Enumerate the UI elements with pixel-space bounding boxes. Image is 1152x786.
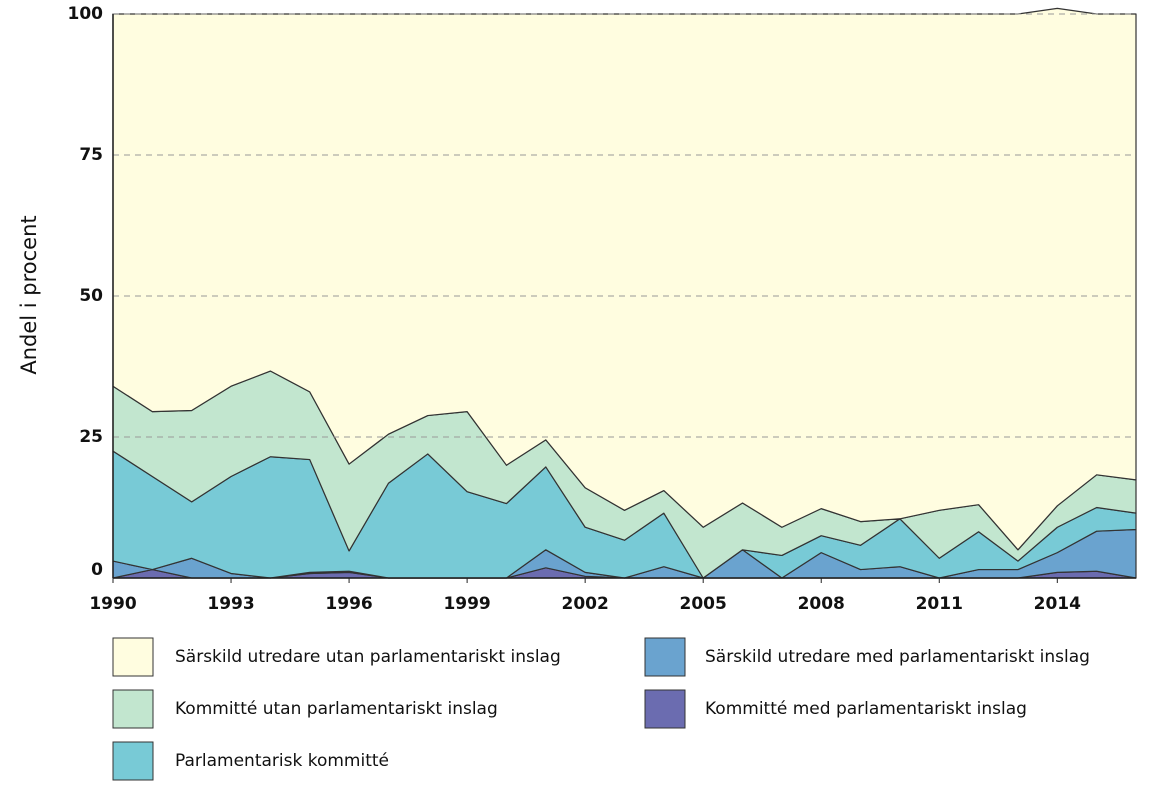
legend-swatch — [112, 637, 154, 677]
x-tick-label: 2002 — [561, 594, 608, 614]
legend-label: Kommitté utan parlamentariskt inslag — [175, 699, 498, 719]
legend-label: Kommitté med parlamentariskt inslag — [705, 699, 1027, 719]
x-tick-label: 2014 — [1034, 594, 1081, 614]
y-axis-label: Andel i procent — [17, 215, 41, 374]
legend-label: Särskild utredare med parlamentariskt in… — [705, 647, 1090, 667]
legend-swatch — [644, 689, 686, 729]
x-tick-label: 2008 — [798, 594, 845, 614]
y-tick-label: 0 — [91, 560, 103, 580]
y-tick-label: 100 — [68, 4, 104, 24]
legend-swatch — [644, 637, 686, 677]
legend-label: Parlamentarisk kommitté — [175, 751, 389, 771]
y-tick-label: 25 — [79, 427, 103, 447]
legend-swatch — [112, 689, 154, 729]
y-tick-label: 50 — [79, 286, 103, 306]
legend-label: Särskild utredare utan parlamentariskt i… — [175, 647, 561, 667]
x-tick-label: 2011 — [916, 594, 963, 614]
x-tick-label: 2005 — [680, 594, 727, 614]
x-tick-label: 1990 — [89, 594, 136, 614]
x-tick-label: 1993 — [207, 594, 254, 614]
legend-swatch — [112, 741, 154, 781]
x-tick-label: 1996 — [325, 594, 372, 614]
x-tick-label: 1999 — [443, 594, 490, 614]
y-tick-label: 75 — [79, 145, 103, 165]
